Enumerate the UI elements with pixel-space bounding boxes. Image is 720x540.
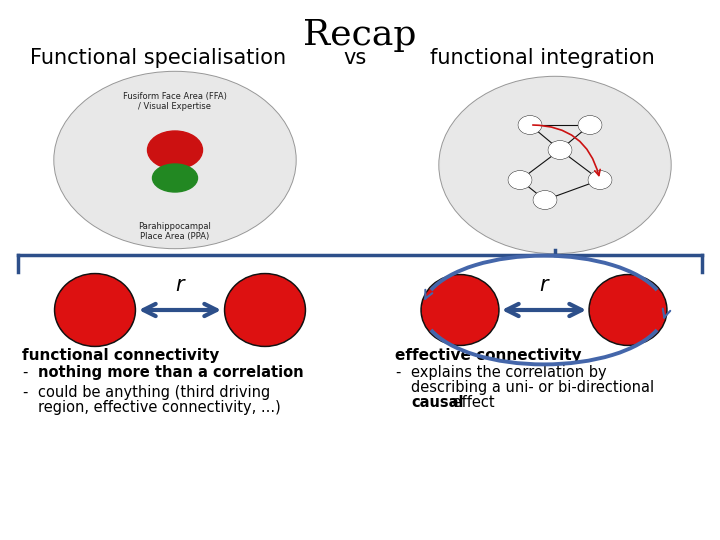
Text: -: - bbox=[22, 365, 27, 380]
Ellipse shape bbox=[549, 141, 572, 159]
Ellipse shape bbox=[56, 275, 134, 345]
Text: causal: causal bbox=[411, 395, 464, 410]
Text: Recap: Recap bbox=[303, 18, 417, 52]
Text: functional connectivity: functional connectivity bbox=[22, 348, 220, 363]
Text: explains the correlation by: explains the correlation by bbox=[411, 365, 607, 380]
Ellipse shape bbox=[579, 117, 601, 133]
Ellipse shape bbox=[578, 116, 601, 134]
Ellipse shape bbox=[440, 78, 670, 253]
Text: r: r bbox=[540, 275, 549, 295]
Text: functional integration: functional integration bbox=[430, 48, 654, 68]
Ellipse shape bbox=[439, 77, 671, 253]
Text: Fusiform Face Area (FFA)
/ Visual Expertise: Fusiform Face Area (FFA) / Visual Expert… bbox=[123, 92, 227, 111]
Ellipse shape bbox=[549, 141, 571, 159]
Text: describing a uni- or bi-directional: describing a uni- or bi-directional bbox=[411, 380, 654, 395]
Text: -: - bbox=[22, 385, 27, 400]
Ellipse shape bbox=[148, 131, 202, 169]
Text: r: r bbox=[176, 275, 184, 295]
Ellipse shape bbox=[421, 274, 499, 346]
Ellipse shape bbox=[226, 275, 304, 345]
Text: nothing more than a correlation: nothing more than a correlation bbox=[38, 365, 304, 380]
Ellipse shape bbox=[588, 171, 611, 189]
Ellipse shape bbox=[55, 273, 135, 347]
Ellipse shape bbox=[519, 117, 541, 133]
Text: Parahippocampal
Place Area (PPA): Parahippocampal Place Area (PPA) bbox=[138, 222, 212, 241]
Ellipse shape bbox=[518, 116, 541, 134]
Ellipse shape bbox=[589, 274, 667, 346]
Ellipse shape bbox=[54, 71, 296, 248]
Ellipse shape bbox=[534, 192, 556, 208]
Text: effect: effect bbox=[448, 395, 495, 410]
Text: vs: vs bbox=[343, 48, 366, 68]
Ellipse shape bbox=[55, 72, 295, 247]
Text: Functional specialisation: Functional specialisation bbox=[30, 48, 286, 68]
Text: region, effective connectivity, ...): region, effective connectivity, ...) bbox=[38, 400, 281, 415]
Ellipse shape bbox=[225, 273, 305, 347]
Ellipse shape bbox=[589, 172, 611, 188]
Ellipse shape bbox=[153, 164, 197, 192]
Ellipse shape bbox=[509, 172, 531, 188]
Ellipse shape bbox=[508, 171, 531, 189]
Text: effective connectivity: effective connectivity bbox=[395, 348, 582, 363]
Ellipse shape bbox=[590, 276, 665, 344]
Text: -: - bbox=[395, 365, 400, 380]
Text: could be anything (third driving: could be anything (third driving bbox=[38, 385, 270, 400]
Ellipse shape bbox=[534, 191, 557, 209]
Ellipse shape bbox=[423, 276, 498, 344]
